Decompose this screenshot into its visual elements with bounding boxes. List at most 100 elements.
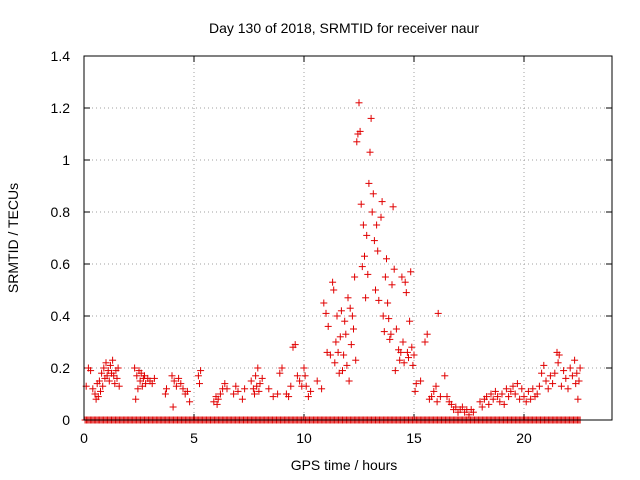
data-point (134, 385, 142, 393)
data-point (380, 328, 388, 336)
data-point (498, 390, 506, 398)
x-tick-label: 0 (80, 430, 88, 446)
data-point (555, 351, 563, 359)
data-point (568, 372, 576, 380)
grid (84, 56, 612, 420)
data-point (318, 385, 326, 393)
data-point (291, 341, 299, 349)
data-point (542, 377, 550, 385)
data-point (392, 325, 400, 333)
data-point (302, 382, 310, 390)
data-point (359, 221, 367, 229)
data-point (417, 377, 425, 385)
data-point (554, 359, 562, 367)
data-point (509, 382, 517, 390)
data-point (344, 294, 352, 302)
data-point (95, 377, 103, 385)
data-point (304, 393, 312, 401)
data-point (505, 393, 513, 401)
data-point (352, 356, 360, 364)
data-point (544, 385, 552, 393)
data-point (373, 221, 381, 229)
data-point (494, 393, 502, 401)
data-point (131, 364, 139, 372)
y-tick-label: 0 (62, 412, 70, 428)
data-point (483, 393, 491, 401)
data-point (560, 367, 568, 375)
data-point (375, 296, 383, 304)
data-point (385, 315, 393, 323)
data-point (183, 387, 191, 395)
data-point (331, 359, 339, 367)
data-point (163, 385, 170, 393)
data-points (81, 99, 584, 424)
data-point (324, 322, 332, 330)
data-point (443, 393, 451, 401)
data-point (94, 393, 102, 401)
y-tick-label: 1.4 (51, 48, 71, 64)
data-point (132, 395, 140, 403)
data-point (574, 395, 582, 403)
data-point (255, 387, 263, 395)
data-point (343, 361, 351, 369)
data-point (223, 385, 231, 393)
data-point (496, 398, 504, 406)
data-point (410, 351, 418, 359)
data-point (197, 367, 205, 375)
data-point (365, 179, 373, 187)
data-point (408, 343, 416, 351)
data-point (476, 398, 484, 406)
data-point (535, 382, 543, 390)
data-point (247, 377, 255, 385)
data-point (345, 377, 353, 385)
data-point (403, 348, 411, 356)
data-point (372, 286, 379, 294)
data-point (175, 374, 183, 382)
y-axis-label: SRMTID / TECUs (5, 183, 21, 293)
data-point (491, 387, 499, 395)
data-point (232, 382, 240, 390)
data-point (369, 190, 377, 198)
data-point (150, 374, 158, 382)
data-point (322, 309, 330, 317)
x-tick-label: 15 (406, 430, 422, 446)
data-point (99, 382, 107, 390)
data-point (194, 372, 202, 380)
data-point (366, 148, 374, 156)
data-point (357, 200, 365, 208)
data-point (434, 309, 442, 317)
x-tick-label: 20 (516, 430, 532, 446)
data-point (384, 299, 392, 307)
data-point (168, 372, 176, 380)
data-point (276, 369, 284, 377)
data-point (265, 385, 273, 393)
data-point (432, 382, 440, 390)
data-point (353, 138, 361, 146)
data-point (221, 380, 229, 388)
data-point (100, 364, 108, 372)
data-point (320, 299, 328, 307)
data-point (364, 270, 372, 278)
data-point (89, 385, 97, 393)
data-point (430, 387, 438, 395)
data-point (278, 364, 286, 372)
data-point (87, 367, 95, 375)
data-point (113, 374, 121, 382)
data-point (342, 330, 350, 338)
data-point (540, 361, 548, 369)
data-point (571, 356, 579, 364)
data-point (405, 354, 412, 362)
data-point (520, 393, 528, 401)
data-point (387, 330, 395, 338)
data-point (409, 361, 417, 369)
data-point (377, 213, 385, 221)
data-point (361, 252, 368, 260)
data-point (251, 390, 258, 398)
data-point (170, 377, 178, 385)
data-point (196, 380, 203, 388)
data-point (102, 359, 110, 367)
data-point (296, 377, 304, 385)
data-point (332, 338, 340, 346)
data-point (379, 312, 387, 320)
